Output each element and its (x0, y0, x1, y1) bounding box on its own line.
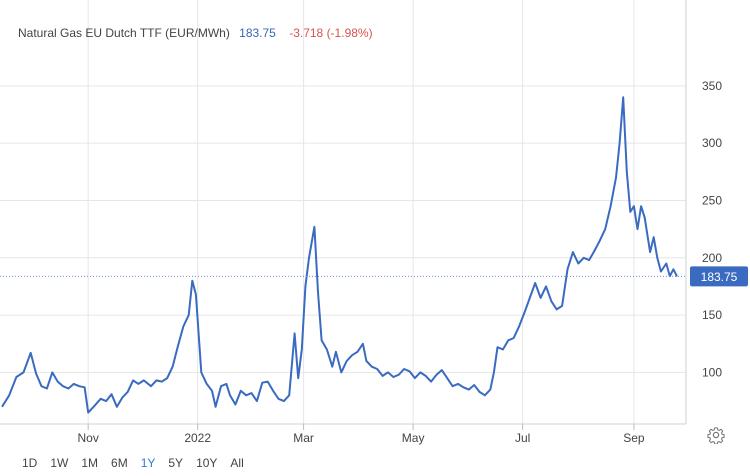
range-selector: 1D 1W 1M 6M 1Y 5Y 10Y All (22, 456, 257, 470)
y-tick-label: 100 (702, 365, 722, 379)
last-price-badge (690, 266, 748, 287)
y-tick-label: 250 (702, 193, 722, 207)
series-line-layer (1, 96, 678, 414)
axes: 100 150 200 250 300 350 Nov 2022 Mar May Jul Sep (78, 79, 723, 445)
last-price: 183.75 (239, 26, 276, 40)
y-tick-label: 200 (702, 251, 722, 265)
x-tick-label: Sep (623, 431, 645, 445)
x-tick-label: May (402, 431, 425, 445)
y-tick-label: 300 (702, 136, 722, 150)
range-button-1d[interactable]: 1D (22, 456, 38, 470)
chart-header: Natural Gas EU Dutch TTF (EUR/MWh) 183.7… (18, 26, 373, 40)
x-tick-label: Nov (78, 431, 99, 445)
range-button-1y[interactable]: 1Y (140, 456, 156, 470)
y-tick-label: 350 (702, 79, 722, 93)
range-button-all[interactable]: All (230, 456, 244, 470)
range-button-1m[interactable]: 1M (81, 456, 99, 470)
range-button-1w[interactable]: 1W (50, 456, 69, 470)
x-tick-label: 2022 (184, 431, 211, 445)
grid (0, 0, 687, 425)
range-button-6m[interactable]: 6M (111, 456, 128, 470)
range-button-10y[interactable]: 10Y (196, 456, 218, 470)
x-tick-label: Mar (293, 431, 314, 445)
series-line (1, 96, 678, 414)
last-price-badge-label: 183.75 (701, 270, 738, 284)
x-tick-label: Jul (515, 431, 530, 445)
gear-icon[interactable] (707, 426, 725, 444)
last-price-layer: 183.75 (0, 266, 748, 287)
price-change: -3.718 (-1.98%) (289, 26, 373, 40)
range-button-5y[interactable]: 5Y (168, 456, 184, 470)
y-tick-label: 150 (702, 308, 722, 322)
instrument-name: Natural Gas EU Dutch TTF (EUR/MWh) (18, 26, 230, 40)
